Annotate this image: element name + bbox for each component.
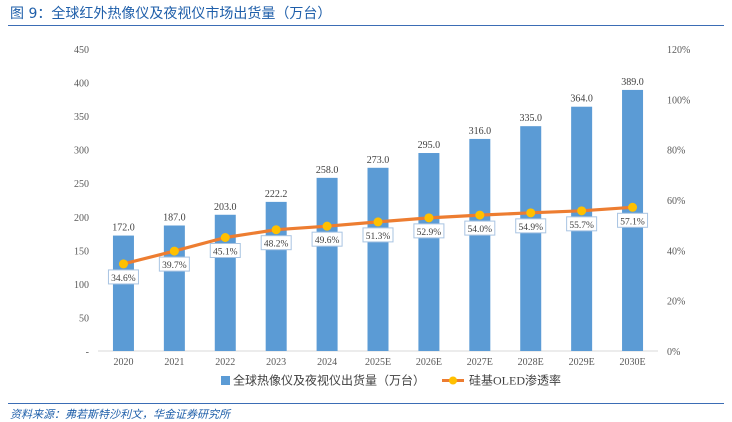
left-axis-tick-label: 150 — [74, 246, 89, 257]
line-label-box — [260, 235, 292, 251]
right-axis-tick-label: 0% — [667, 347, 680, 358]
line-label-box — [209, 242, 241, 258]
line-value-label: 52.9% — [417, 228, 442, 238]
right-axis-tick-label: 60% — [667, 196, 685, 207]
bar-value-label: 364.0 — [570, 94, 593, 105]
bar-value-label: 316.0 — [469, 126, 492, 137]
left-axis-tick-label: 200 — [74, 213, 89, 224]
line-marker — [169, 246, 179, 256]
line-marker — [628, 202, 638, 212]
x-tick-label: 2024 — [317, 357, 337, 368]
line-value-label: 39.7% — [162, 261, 187, 271]
bar — [367, 167, 389, 351]
title-rule — [8, 25, 724, 26]
x-tick-label: 2021 — [164, 357, 184, 368]
x-tick-label: 2028E — [518, 357, 544, 368]
x-tick-label: 2020 — [113, 357, 133, 368]
line-label-box — [464, 220, 496, 236]
right-axis-tick-label: 40% — [667, 246, 685, 257]
line-marker — [526, 208, 536, 218]
bar-value-label: 273.0 — [367, 155, 390, 166]
line-marker — [373, 217, 383, 227]
line-label-box — [617, 212, 649, 228]
x-axis-ticks: 2020 2021 2022 2023 2024 2025E 2026E 2027E 2028E… — [113, 357, 645, 368]
bar-value-label: 335.0 — [519, 113, 542, 124]
x-tick-label: 2027E — [467, 357, 493, 368]
source-rule — [8, 403, 724, 404]
bar — [520, 126, 542, 351]
line-value-label: 54.9% — [518, 223, 543, 233]
right-axis-tick-label: 20% — [667, 297, 685, 308]
line-marker — [118, 259, 128, 269]
line-marker — [577, 206, 587, 216]
x-tick-label: 2023 — [266, 357, 286, 368]
line-label-box — [311, 231, 343, 247]
line-marker — [271, 225, 281, 235]
line-value-label: 55.7% — [569, 221, 594, 231]
source-note: 资料来源：弗若斯特沙利文，华金证券研究所 — [10, 408, 230, 421]
bar — [112, 235, 134, 351]
bar — [418, 153, 440, 351]
legend-line-label: 硅基OLED渗透率 — [469, 373, 561, 388]
line-marker — [475, 210, 485, 220]
legend-bar-label: 全球热像仪及夜视仪出货量（万台） — [233, 373, 425, 388]
line-marker — [322, 221, 332, 231]
bar-value-label: 295.0 — [418, 140, 441, 151]
line-label-box — [362, 227, 394, 243]
left-axis-tick-label: 400 — [74, 79, 89, 90]
left-axis-tick-label: 450 — [74, 45, 89, 56]
bar-value-label: 258.0 — [316, 165, 339, 176]
figure-title: 图 9：全球红外热像仪及夜视仪市场出货量（万台） — [10, 6, 332, 22]
line-label-box — [413, 223, 445, 239]
line-label-box — [515, 218, 547, 234]
right-axis-tick-label: 100% — [667, 95, 690, 106]
x-tick-label: 2029E — [569, 357, 595, 368]
line-value-label: 45.1% — [213, 247, 238, 257]
left-axis-tick-label: 350 — [74, 112, 89, 123]
legend-line-marker — [449, 376, 457, 385]
bar — [316, 177, 338, 351]
bar-value-label: 187.0 — [163, 213, 186, 224]
bar-value-label: 389.0 — [621, 77, 644, 88]
line-value-label: 48.2% — [264, 240, 289, 250]
line-value-label: 49.6% — [315, 236, 340, 246]
line-marker — [424, 213, 434, 223]
line-label-box — [566, 216, 598, 232]
line-label-box — [107, 269, 139, 285]
bar-value-label: 203.0 — [214, 202, 237, 213]
legend: 全球热像仪及夜视仪出货量（万台） 硅基OLED渗透率 — [221, 373, 561, 388]
left-axis: - 50 100 150 200 250 300 350 400 450 — [74, 45, 89, 358]
bar-value-label: 172.0 — [112, 223, 135, 234]
left-axis-tick-label: 300 — [74, 146, 89, 157]
x-tick-label: 2022 — [215, 357, 235, 368]
line-value-label: 51.3% — [366, 232, 391, 242]
x-tick-label: 2026E — [416, 357, 442, 368]
line-value-label: 54.0% — [468, 225, 493, 235]
bar — [163, 225, 185, 351]
right-axis: 0% 20% 40% 60% 80% 100% 120% — [667, 45, 690, 358]
line-marker — [220, 232, 230, 242]
left-axis-tick-label: 50 — [79, 313, 89, 324]
x-tick-label: 2025E — [365, 357, 391, 368]
left-axis-tick-label: 100 — [74, 280, 89, 291]
bar — [265, 201, 287, 351]
line-value-labels: 34.6% 39.7% 45.1% 48.2% 49.6% 51.3% 52.9% 54.0%… — [107, 212, 649, 285]
line-series — [118, 202, 638, 269]
bar — [469, 138, 491, 351]
line-value-label: 34.6% — [111, 274, 136, 284]
left-axis-tick-label: - — [86, 347, 89, 358]
line-label-box — [158, 256, 190, 272]
right-axis-tick-label: 120% — [667, 45, 690, 56]
x-tick-label: 2030E — [619, 357, 645, 368]
left-axis-tick-label: 250 — [74, 179, 89, 190]
bar-value-labels: 172.0 187.0 203.0 222.2 258.0 273.0 295.0 316.0… — [112, 77, 644, 234]
line-value-label: 57.1% — [620, 217, 645, 227]
right-axis-tick-label: 80% — [667, 146, 685, 157]
legend-bar-swatch — [221, 376, 230, 385]
bar-value-label: 222.2 — [265, 189, 288, 200]
